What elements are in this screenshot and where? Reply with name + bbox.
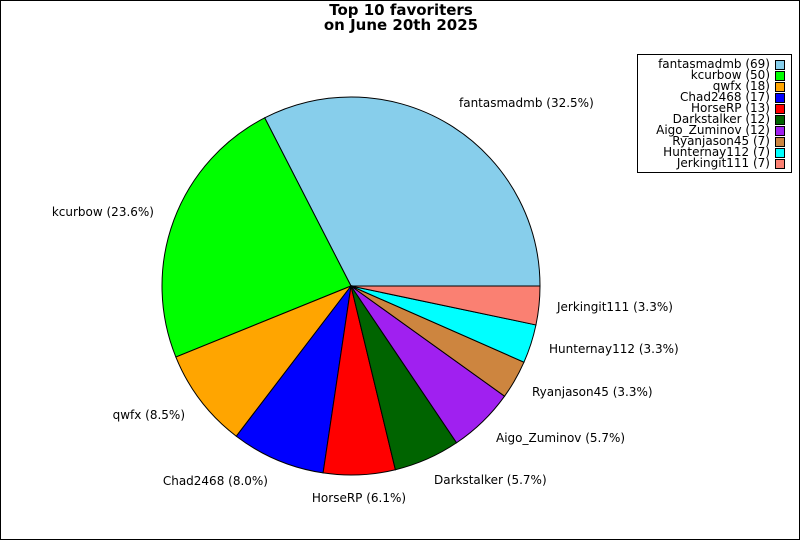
legend-label: kcurbow (50) — [690, 68, 770, 82]
legend-swatch — [775, 137, 785, 147]
slice-label-horserp: HorseRP (6.1%) — [312, 491, 406, 505]
legend-label: Chad2468 (17) — [680, 90, 770, 104]
slice-label-hunternay112: Hunternay112 (3.3%) — [549, 342, 679, 356]
legend-item: Jerkingit111 (7) — [638, 156, 788, 170]
pie-slice-chad2468 — [235, 285, 352, 474]
legend-swatch — [775, 148, 785, 158]
slice-label-aigo-zuminov: Aigo_Zuminov (5.7%) — [496, 431, 625, 445]
legend-swatch — [775, 60, 785, 70]
slice-label-fantasmadmb: fantasmadmb (32.5%) — [459, 96, 594, 110]
pie-slice-jerkingit111 — [350, 285, 541, 326]
legend-swatch — [775, 71, 785, 81]
legend-item: qwfx (18) — [638, 79, 788, 93]
legend-item: Ryanjason45 (7) — [638, 134, 788, 148]
legend-swatch — [775, 104, 785, 114]
legend-label: qwfx (18) — [712, 79, 770, 93]
slice-label-qwfx: qwfx (8.5%) — [113, 408, 185, 422]
legend-item: Aigo_Zuminov (12) — [638, 123, 788, 137]
legend-swatch — [775, 115, 785, 125]
pie-slice-fantasmadmb — [264, 96, 541, 287]
legend-item: kcurbow (50) — [638, 68, 788, 82]
legend-item: Chad2468 (17) — [638, 90, 788, 104]
slice-label-jerkingit111: Jerkingit111 (3.3%) — [556, 300, 673, 314]
legend-label: Darkstalker (12) — [672, 112, 770, 126]
legend-label: HorseRP (13) — [691, 101, 770, 115]
pie-slice-labels: fantasmadmb (32.5%) kcurbow (23.6%) qwfx (… — [52, 96, 679, 505]
slice-label-ryanjason45: Ryanjason45 (3.3%) — [532, 385, 653, 399]
chart-title: Top 10 favoriters on June 20th 2025 — [1, 1, 799, 34]
pie-slices — [161, 96, 541, 476]
legend-item: Hunternay112 (7) — [638, 145, 788, 159]
legend-item: HorseRP (13) — [638, 101, 788, 115]
legend-swatch — [775, 126, 785, 136]
legend: fantasmadmb (69) kcurbow (50) qwfx (18) Cha… — [637, 54, 792, 173]
slice-label-kcurbow: kcurbow (23.6%) — [52, 205, 154, 219]
legend-label: Aigo_Zuminov (12) — [656, 123, 770, 137]
legend-label: Ryanjason45 (7) — [672, 134, 770, 148]
pie-slice-kcurbow — [161, 117, 352, 358]
legend-item: fantasmadmb (69) — [638, 57, 788, 71]
legend-item: Darkstalker (12) — [638, 112, 788, 126]
legend-label: fantasmadmb (69) — [658, 57, 770, 71]
pie-slice-qwfx — [175, 284, 353, 437]
slice-label-darkstalker: Darkstalker (5.7%) — [434, 473, 547, 487]
legend-swatch — [775, 93, 785, 103]
legend-label: Hunternay112 (7) — [663, 145, 770, 159]
chart-title-line-1: Top 10 favoriters — [329, 1, 473, 19]
legend-label: Jerkingit111 (7) — [676, 156, 770, 170]
legend-swatch — [775, 159, 785, 169]
legend-swatch — [775, 82, 785, 92]
chart-title-line-2: on June 20th 2025 — [323, 16, 479, 34]
slice-label-chad2468: Chad2468 (8.0%) — [163, 474, 268, 488]
